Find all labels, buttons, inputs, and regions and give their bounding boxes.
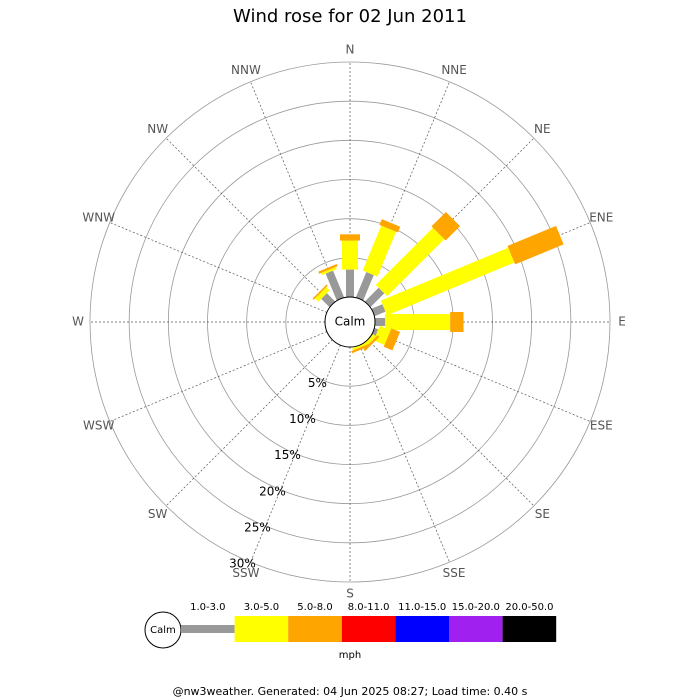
direction-label: E [618,315,626,329]
calm-label: Calm [335,315,366,329]
direction-label: SW [148,507,168,521]
legend-label: 3.0-5.0 [244,602,279,613]
direction-label: WSW [83,419,114,433]
petal-segment [375,227,445,297]
petal-segment [346,269,354,297]
legend-swatch [288,616,342,642]
legend-unit: mph [339,650,361,661]
petal-segment [352,342,368,351]
petal-segment [362,225,397,277]
legend-label: 20.0-50.0 [505,602,553,613]
petal-segment [318,263,338,274]
footer: @nw3weather. Generated: 04 Jun 2025 08:2… [173,685,528,698]
grid-ring [89,61,611,583]
petal-segment [321,266,337,276]
petal-segment [374,318,386,326]
direction-label: WNW [82,210,115,224]
direction-label: SSW [232,566,259,580]
r-tick-label: 30% [229,557,256,571]
petal-segment [315,287,330,302]
legend-swatch [234,616,289,642]
petal-segment [379,219,401,233]
petal-segment [363,335,380,352]
spoke [250,344,341,563]
legend-swatch [395,616,449,642]
labels: 5% 10% 15% 20% 25% 30% N NNE NE ENE E ESE SE SSE S SSW S… [72,43,626,601]
direction-label: N [346,43,355,57]
petal-segment [351,343,371,354]
petal-segment [325,270,345,301]
direction-label: NE [534,122,551,136]
petal-segment [364,287,385,308]
petal-segment [312,284,328,300]
legend-label: 5.0-8.0 [297,602,332,613]
spoke [359,81,450,300]
legend-label: 15.0-20.0 [452,602,500,613]
direction-label: NNE [441,63,467,77]
petal-segment [431,211,461,241]
petal-segment [373,325,391,345]
spoke [367,339,535,507]
petal-segment [371,304,386,317]
direction-label: SE [535,507,550,521]
petal-segment [342,240,358,270]
legend-label: 8.0-11.0 [348,602,390,613]
legend-swatch [449,616,503,642]
direction-label: ENE [589,210,613,224]
legend-label: 1.0-3.0 [190,602,225,613]
petal-segment [383,328,401,351]
direction-label: S [346,587,354,601]
spoke [165,137,333,305]
spoke [372,331,591,422]
r-tick-label: 20% [259,484,286,498]
r-tick-label: 10% [289,412,316,426]
petal-segment [380,247,515,316]
calm-circle [324,296,376,348]
r-tick-label: 5% [308,376,327,390]
direction-label: SSE [443,566,466,580]
grid-ring [128,100,572,544]
petal-segment [385,314,451,330]
legend-swatch [341,616,396,642]
spoke [109,331,328,422]
spoke [250,81,341,300]
petal-segment [450,312,464,332]
direction-label: NW [147,122,168,136]
direction-label: ESE [590,419,613,433]
legend-swatch [181,625,235,633]
direction-label: W [72,315,84,329]
grid [89,61,611,583]
legend-calm-label: Calm [150,625,176,636]
chart-title: Wind rose for 02 Jun 2011 [233,6,467,27]
legend-swatch [502,616,557,642]
bars [312,211,564,354]
spoke [109,222,328,313]
petal-segment [340,234,360,241]
spoke [359,344,450,563]
r-tick-label: 25% [244,521,271,535]
direction-label: NNW [231,63,261,77]
petal-segment [355,272,374,301]
r-tick-label: 15% [274,448,301,462]
legend: Calm mph 1.0-3.0 3.0-5.0 5.0-8.0 8.0-11.0 11… [144,602,557,661]
petal-segment [321,293,336,308]
spoke [165,339,333,507]
petal-segment [507,225,564,265]
legend-label: 11.0-15.0 [398,602,446,613]
